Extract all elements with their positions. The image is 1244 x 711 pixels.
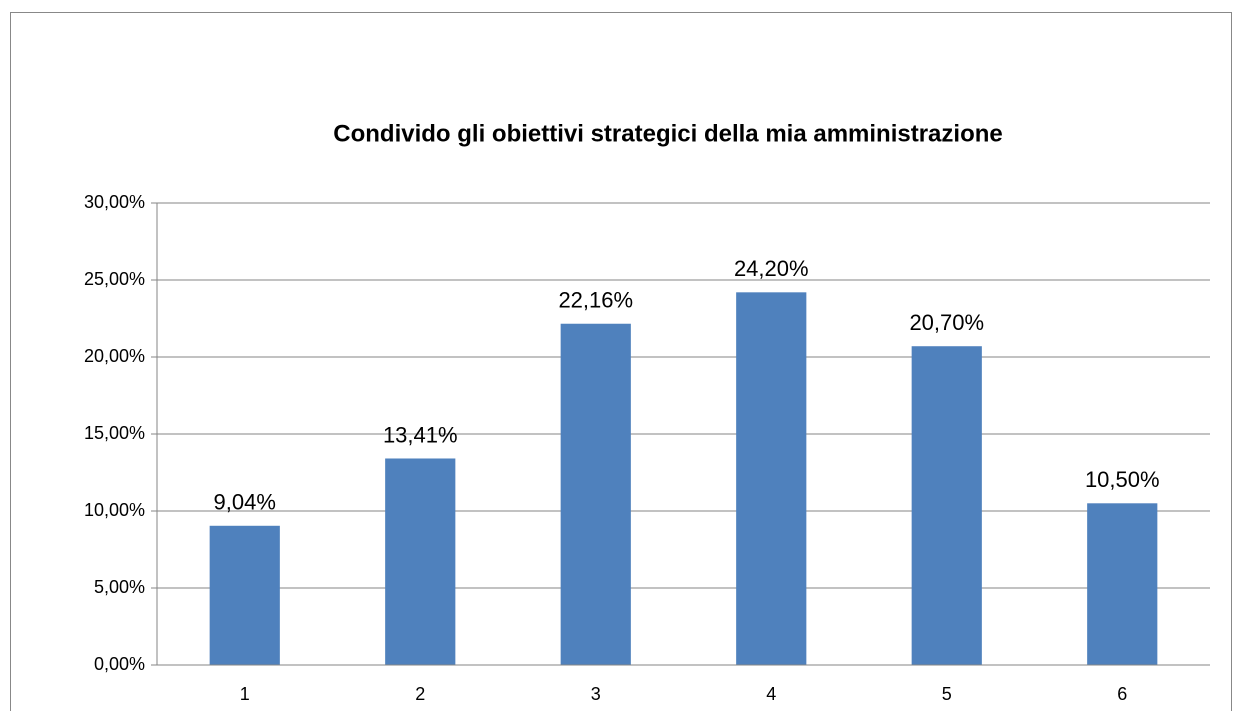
x-tick-label: 3 [591,684,601,704]
x-tick-label: 6 [1117,684,1127,704]
x-tick-label: 5 [942,684,952,704]
y-tick-label: 5,00% [94,577,145,597]
bar [736,292,807,665]
y-tick-label: 15,00% [84,423,145,443]
bar [1087,503,1158,665]
x-tick-label: 2 [415,684,425,704]
value-label: 9,04% [214,490,276,515]
chart-title: Condivido gli obiettivi strategici della… [333,120,1002,147]
value-label: 10,50% [1085,467,1160,492]
value-label: 24,20% [734,256,809,281]
value-label: 13,41% [383,422,458,447]
bar [560,323,631,665]
y-tick-label: 30,00% [84,192,145,212]
y-tick-label: 10,00% [84,500,145,520]
y-tick-label: 25,00% [84,269,145,289]
bar [209,525,280,665]
x-tick-label: 1 [240,684,250,704]
value-label: 20,70% [909,310,984,335]
value-label: 22,16% [558,288,633,313]
y-tick-label: 0,00% [94,654,145,674]
bar [911,346,982,665]
bar [385,458,456,665]
x-tick-label: 4 [766,684,776,704]
y-tick-label: 20,00% [84,346,145,366]
